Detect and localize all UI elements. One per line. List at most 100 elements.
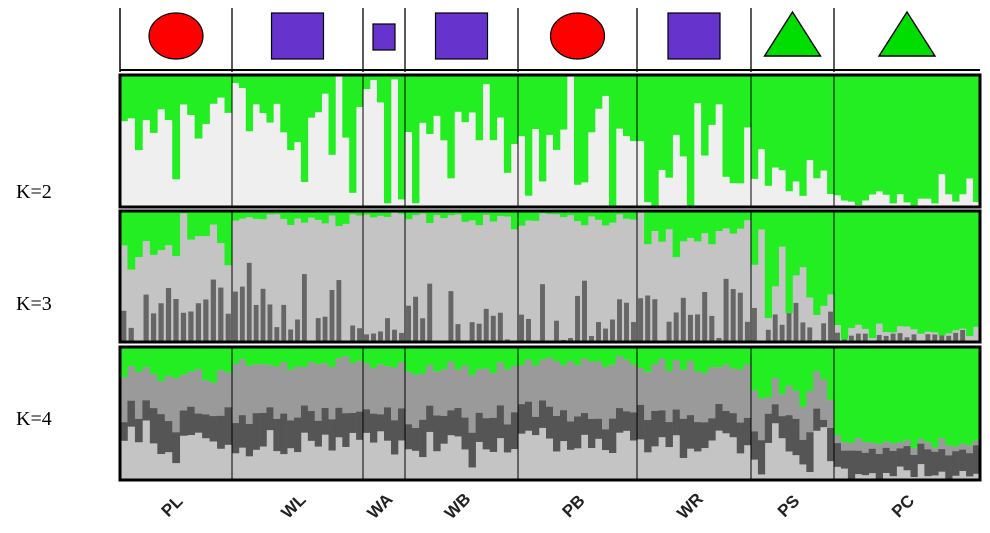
bar-segment-cluster-1 [259, 211, 267, 220]
bar-segment-cluster-3 [694, 422, 702, 452]
bar-segment-cluster-2 [342, 356, 350, 414]
bar-segment-cluster-2 [426, 365, 434, 406]
bar-segment-cluster-1 [532, 211, 540, 221]
bar-segment-cluster-1 [882, 211, 890, 332]
bar-segment-cluster-1 [539, 75, 547, 182]
bar-segment-cluster-2 [526, 318, 531, 342]
bar-segment-cluster-1 [686, 75, 695, 207]
bar-segment-cluster-3 [539, 400, 547, 428]
bar-segment-cluster-1 [813, 75, 821, 179]
bar-segment-cluster-3 [708, 418, 716, 441]
bar-segment-cluster-3 [722, 410, 730, 434]
bar-segment-cluster-2 [757, 398, 766, 441]
bar-segment-cluster-1 [827, 75, 835, 194]
bar-segment-cluster-3 [127, 400, 136, 427]
bar-segment-cluster-3 [503, 424, 512, 453]
bar-segment-cluster-2 [932, 334, 938, 342]
bar-segment-cluster-2 [392, 329, 397, 342]
bar-segment-cluster-1 [903, 211, 911, 327]
bar-segment-cluster-1 [328, 347, 336, 368]
bar-segment-cluster-1 [595, 75, 603, 109]
bar-segment-cluster-2 [121, 310, 127, 342]
population-symbols [119, 8, 980, 72]
bar-segment-cluster-1 [861, 347, 870, 443]
bar-segment-cluster-3 [778, 416, 786, 439]
bar-segment-cluster-1 [868, 211, 877, 339]
bar-segment-cluster-1 [440, 75, 448, 141]
bar-segment-cluster-1 [252, 347, 260, 365]
bar-segment-cluster-1 [701, 75, 709, 156]
bar-segment-cluster-3 [945, 455, 953, 480]
bar-segment-cluster-1 [644, 211, 652, 245]
bar-segment-cluster-2 [336, 280, 342, 342]
bar-segment-cluster-1 [142, 75, 151, 121]
bar-segment-cluster-3 [412, 428, 420, 451]
bar-segment-cluster-1 [405, 211, 413, 220]
bar-segment-cluster-3 [419, 419, 427, 458]
bar-segment-cluster-1 [616, 75, 624, 129]
bar-segment-cluster-1 [616, 211, 624, 215]
bar-segment-cluster-1 [785, 75, 793, 192]
bar-segment-cluster-1 [715, 75, 723, 105]
bar-segment-cluster-1 [567, 211, 575, 216]
bar-segment-cluster-3 [134, 418, 143, 443]
bar-segment-cluster-1 [266, 211, 274, 215]
bar-segment-cluster-1 [482, 211, 491, 215]
bar-segment-cluster-1 [546, 211, 554, 215]
bar-segment-cluster-2 [827, 400, 835, 428]
bar-segment-cluster-2 [651, 363, 659, 411]
bar-segment-cluster-1 [959, 347, 967, 444]
bar-segment-cluster-3 [280, 413, 288, 455]
bar-segment-cluster-1 [377, 347, 385, 365]
bar-segment-cluster-1 [729, 347, 738, 369]
bar-segment-cluster-2 [370, 368, 378, 414]
bar-segment-cluster-3 [757, 440, 766, 475]
bar-segment-cluster-1 [574, 211, 582, 222]
bar-segment-cluster-1 [384, 347, 392, 367]
bar-segment-cluster-1 [644, 347, 652, 373]
panel-frame [118, 73, 982, 209]
bar-segment-cluster-3 [405, 424, 413, 450]
bar-segment-cluster-1 [363, 211, 371, 215]
bar-segment-cluster-1 [475, 211, 483, 226]
bar-segment-cluster-2 [295, 319, 300, 342]
bar-segment-cluster-3 [120, 422, 128, 441]
bar-segment-cluster-3 [553, 415, 561, 452]
bar-segment-cluster-3 [938, 449, 946, 472]
bar-segment-cluster-1 [489, 75, 498, 141]
bar-segment-cluster-2 [356, 360, 364, 412]
bar-segment-cluster-3 [187, 406, 195, 436]
bar-segment-cluster-1 [356, 347, 364, 361]
population-label: WL [278, 490, 310, 522]
bar-segment-cluster-2 [737, 292, 743, 342]
bar-segment-cluster-1 [120, 75, 128, 122]
bar-segment-cluster-1 [903, 347, 911, 441]
bar-segment-cluster-2 [793, 302, 799, 342]
bar-segment-cluster-3 [813, 408, 821, 431]
bar-segment-cluster-1 [889, 347, 897, 444]
bar-segment-cluster-1 [743, 347, 752, 365]
bar-segment-cluster-1 [708, 211, 716, 245]
bar-segment-cluster-2 [532, 365, 540, 417]
bar-segment-cluster-1 [771, 75, 779, 168]
bar-segment-cluster-1 [820, 211, 828, 306]
bar-segment-cluster-1 [307, 211, 316, 218]
bar-segment-cluster-1 [142, 347, 151, 368]
bar-segment-cluster-1 [300, 75, 309, 183]
bar-segment-cluster-1 [553, 211, 561, 215]
bar-segment-cluster-1 [314, 347, 322, 365]
bar-segment-cluster-2 [238, 359, 247, 416]
bar-segment-cluster-1 [581, 211, 589, 226]
bar-segment-cluster-3 [924, 449, 932, 477]
bar-segment-cluster-1 [391, 347, 399, 368]
bar-segment-cluster-2 [179, 374, 188, 411]
bar-segment-cluster-3 [771, 404, 779, 424]
bar-segment-cluster-3 [560, 410, 568, 442]
bar-segment-cluster-2 [218, 287, 224, 342]
bar-segment-cluster-1 [172, 347, 181, 379]
bar-segment-cluster-1 [847, 211, 856, 328]
bar-segment-cluster-2 [883, 335, 889, 342]
bar-segment-cluster-3 [896, 448, 904, 467]
bar-segment-cluster-3 [273, 418, 281, 452]
population-symbol-triangle [877, 10, 937, 57]
